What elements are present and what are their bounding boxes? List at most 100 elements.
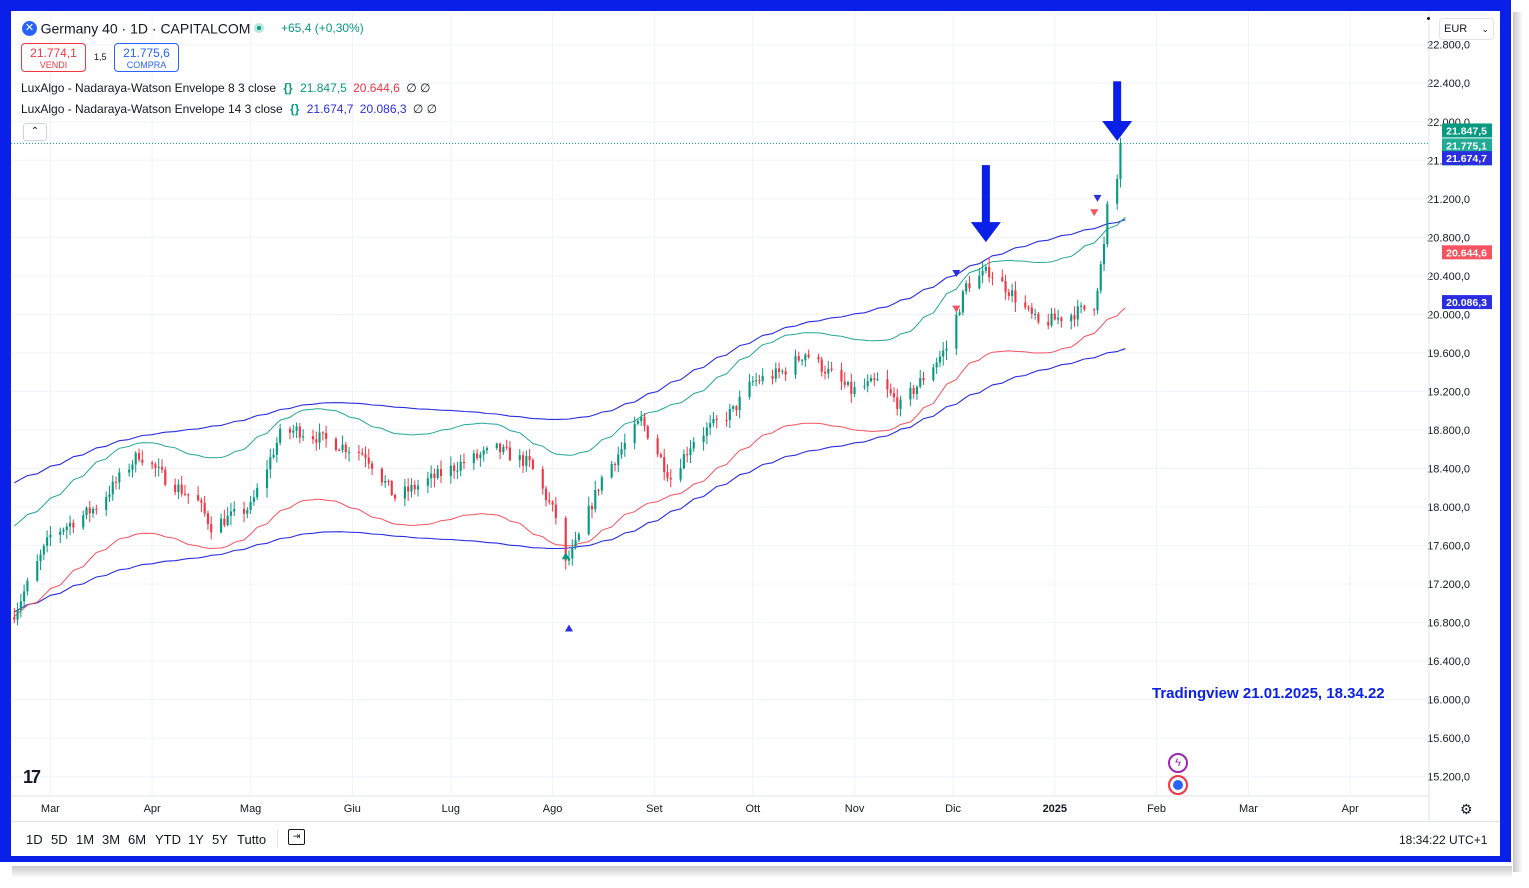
symbol-title[interactable]: ✕ Germany 40 · 1D · CAPITALCOM — [22, 20, 250, 37]
candle — [830, 368, 833, 371]
candle — [1060, 317, 1063, 322]
lightning-icon[interactable]: ϟ — [1168, 753, 1188, 773]
timeframe-5y[interactable]: 5Y — [212, 832, 228, 847]
candle — [958, 312, 961, 315]
candle — [1106, 203, 1109, 245]
candle — [659, 454, 662, 457]
collapse-legend-button[interactable]: ⌃ — [23, 123, 47, 141]
sell-signal-marker — [1093, 194, 1102, 202]
candle — [1024, 302, 1027, 308]
candle — [692, 442, 695, 449]
indicator-legend-14[interactable]: LuxAlgo - Nadaraya-Watson Envelope 14 3 … — [21, 102, 437, 116]
price-label-env8-upper-bg — [1442, 123, 1492, 138]
candle — [945, 348, 948, 351]
candle — [476, 453, 479, 459]
candle — [1050, 313, 1053, 326]
candle — [91, 508, 95, 514]
indicator-legend-8[interactable]: LuxAlgo - Nadaraya-Watson Envelope 8 3 c… — [21, 81, 430, 95]
buy-button[interactable]: 21.775,6 COMPRA — [114, 43, 179, 72]
candle — [646, 426, 649, 439]
candle — [325, 432, 328, 439]
candle — [364, 454, 367, 458]
candle — [896, 397, 899, 409]
candle — [800, 360, 804, 362]
sell-button[interactable]: 21.774,1 VENDI — [21, 43, 86, 72]
candle — [892, 393, 896, 398]
candle — [1047, 321, 1050, 326]
timeframe-1d[interactable]: 1D — [26, 832, 43, 847]
candle — [1007, 292, 1010, 296]
chart-svg[interactable]: 22.800,022.400,022.000,021.600,021.200,0… — [11, 11, 1500, 856]
candle — [820, 359, 823, 372]
annotation-text: Tradingview 21.01.2025, 18.34.22 — [1152, 685, 1385, 702]
currency-selector[interactable]: EUR ⌄ — [1439, 18, 1494, 40]
gear-icon[interactable]: ⚙ — [1460, 801, 1473, 817]
candle — [108, 494, 111, 498]
timeframe-5d[interactable]: 5D — [51, 832, 68, 847]
candle — [869, 378, 873, 382]
candle — [889, 389, 892, 394]
candle — [1076, 306, 1079, 320]
candle — [965, 283, 968, 292]
candle — [863, 386, 866, 388]
candle — [69, 522, 72, 527]
timeframe-1y[interactable]: 1Y — [188, 832, 204, 847]
candle — [846, 382, 850, 385]
timeframe-ytd[interactable]: YTD — [155, 832, 181, 847]
calendar-range-icon[interactable]: ⇥ — [288, 829, 305, 845]
timeframe-1m[interactable]: 1M — [76, 832, 95, 847]
candle — [206, 513, 210, 525]
timeframe-6m[interactable]: 6M — [128, 832, 147, 847]
candle — [961, 291, 964, 313]
candle — [65, 526, 68, 530]
candle — [636, 421, 640, 424]
price-label-last-bg — [1442, 138, 1492, 153]
sell-label: VENDI — [39, 60, 68, 70]
candle — [249, 501, 252, 511]
candle — [521, 455, 525, 466]
candle — [269, 457, 272, 470]
arrow-shaft — [981, 165, 990, 225]
candle — [755, 380, 758, 382]
candle — [1099, 264, 1102, 291]
candle — [298, 426, 301, 438]
candle — [426, 478, 429, 486]
candle — [663, 456, 666, 473]
buy-signal-marker — [565, 624, 574, 632]
price-labels: 21.847,521.775,104:25:3721.674,720.644,6… — [11, 123, 1492, 310]
candle — [114, 481, 118, 483]
candle — [200, 500, 203, 503]
more-icon[interactable] — [1427, 17, 1430, 20]
timeframe-3m[interactable]: 3M — [102, 832, 121, 847]
candle — [1053, 313, 1056, 320]
candle — [850, 382, 853, 395]
candle — [866, 381, 869, 387]
candle — [1014, 290, 1017, 303]
candle — [876, 379, 879, 381]
candle — [233, 508, 236, 512]
clock-timezone[interactable]: 18:34:22 UTC+1 — [1399, 833, 1488, 847]
candle — [1037, 313, 1040, 322]
candle — [187, 494, 190, 496]
candle — [82, 515, 85, 528]
event-flag-icon[interactable] — [1168, 775, 1188, 795]
y-tick-label: 20.400,0 — [1427, 271, 1470, 283]
down-arrow-icon — [1102, 81, 1133, 142]
price-label-env14-lower: 20.086,3 — [1442, 295, 1492, 310]
candle — [459, 461, 462, 471]
candle — [1079, 305, 1083, 307]
candle — [1030, 307, 1033, 314]
candle — [518, 455, 521, 461]
candle — [784, 371, 787, 375]
candle — [36, 561, 39, 581]
candle — [988, 267, 991, 278]
candle — [613, 463, 617, 466]
y-tick-label: 18.800,0 — [1427, 425, 1470, 437]
x-tick-label: Nov — [845, 803, 865, 815]
timeframe-all[interactable]: Tutto — [237, 832, 267, 847]
price-label-env8-lower-text: 20.644,6 — [1446, 247, 1487, 259]
candle — [544, 488, 548, 501]
candle — [610, 463, 613, 478]
price-label-env14-upper-text: 21.674,7 — [1446, 153, 1487, 165]
price-label-last-text: 21.775,1 — [1446, 140, 1487, 152]
